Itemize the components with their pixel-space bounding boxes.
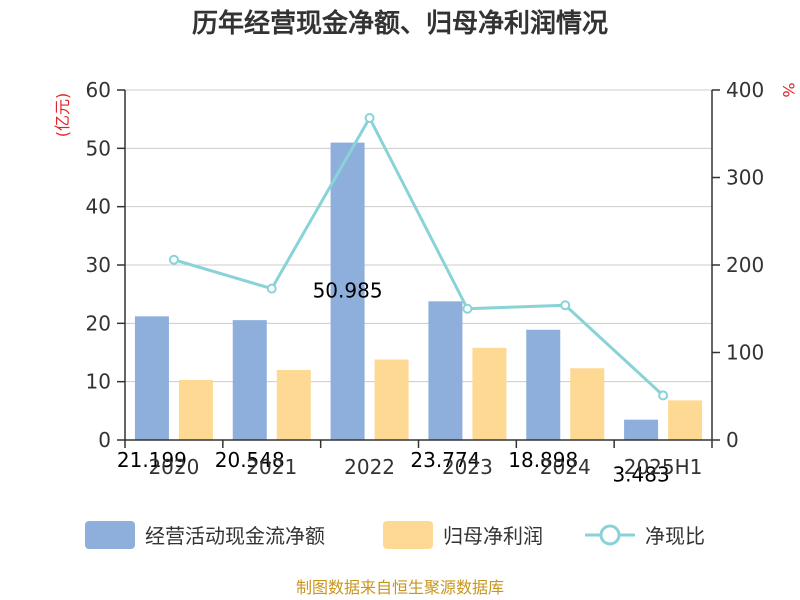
right-tick-label: 400 — [726, 78, 764, 102]
legend-swatch-profit — [383, 521, 433, 549]
right-tick-label: 100 — [726, 341, 764, 365]
ratio-point — [462, 303, 473, 314]
x-tick-label: 2023 — [442, 455, 493, 479]
series-profit-bars — [178, 347, 703, 440]
bar-profit — [178, 379, 213, 440]
bar-data-label: 3.483 — [612, 463, 669, 487]
ratio-point — [266, 283, 277, 294]
bar-data-label: 21.199 — [117, 448, 187, 472]
bar-cashflow — [526, 329, 561, 440]
left-tick-label: 60 — [86, 78, 111, 102]
bar-profit — [570, 368, 605, 440]
legend-label-ratio: 净现比 — [645, 524, 705, 548]
left-tick-label: 0 — [98, 428, 111, 452]
chart-title: 历年经营现金净额、归母净利润情况 — [192, 8, 608, 39]
bar-profit — [276, 370, 311, 440]
axes — [117, 89, 720, 448]
bar-profit — [472, 347, 507, 440]
left-tick-label: 40 — [86, 195, 111, 219]
legend-label-profit: 归母净利润 — [443, 524, 543, 548]
bar-cashflow — [428, 301, 463, 440]
left-tick-label: 50 — [86, 136, 111, 160]
grid-lines — [125, 89, 712, 383]
series-ratio-line — [168, 113, 669, 401]
ratio-line — [173, 114, 665, 397]
left-tick-label: 20 — [86, 311, 111, 335]
x-tick-label: 2020 — [148, 455, 199, 479]
x-tick-label: 2025H1 — [624, 455, 703, 479]
bar-data-label: 50.985 — [313, 279, 383, 303]
right-axis-unit: % — [779, 82, 798, 97]
bar-cashflow — [330, 142, 365, 440]
bar-profit — [668, 400, 703, 440]
ratio-point — [168, 254, 179, 265]
legend-marker-ratio — [599, 524, 621, 546]
left-tick-label: 10 — [86, 370, 111, 394]
series-cashflow-bars — [134, 142, 659, 440]
bar-data-label: 23.774 — [410, 448, 480, 472]
legend-swatch-cashflow — [85, 521, 135, 549]
right-tick-label: 0 — [726, 428, 739, 452]
bar-data-label: 18.898 — [508, 448, 578, 472]
bar-cashflow — [232, 320, 267, 440]
ratio-point — [560, 300, 571, 311]
legend: 经营活动现金流净额 归母净利润 净现比 — [85, 521, 705, 549]
right-tick-label: 200 — [726, 253, 764, 277]
ratio-point — [658, 390, 669, 401]
bar-profit — [374, 359, 409, 440]
legend-label-cashflow: 经营活动现金流净额 — [145, 524, 325, 548]
left-axis-unit: (亿元) — [53, 93, 72, 138]
bar-cashflow — [624, 419, 659, 440]
x-tick-label: 2022 — [344, 455, 395, 479]
data-labels: 21.199 20.548 50.985 23.774 18.898 3.483 — [117, 279, 670, 487]
bar-data-label: 20.548 — [215, 448, 285, 472]
tick-labels: 0 10 20 30 40 50 60 0 100 200 300 400 2020 2021 2022 20… — [86, 78, 765, 479]
x-tick-label: 2021 — [246, 455, 297, 479]
right-tick-label: 300 — [726, 166, 764, 190]
left-tick-label: 30 — [86, 253, 111, 277]
x-tick-label: 2024 — [540, 455, 591, 479]
ratio-point — [364, 113, 375, 123]
bar-cashflow — [134, 316, 169, 440]
source-note: 制图数据来自恒生聚源数据库 — [296, 578, 504, 597]
